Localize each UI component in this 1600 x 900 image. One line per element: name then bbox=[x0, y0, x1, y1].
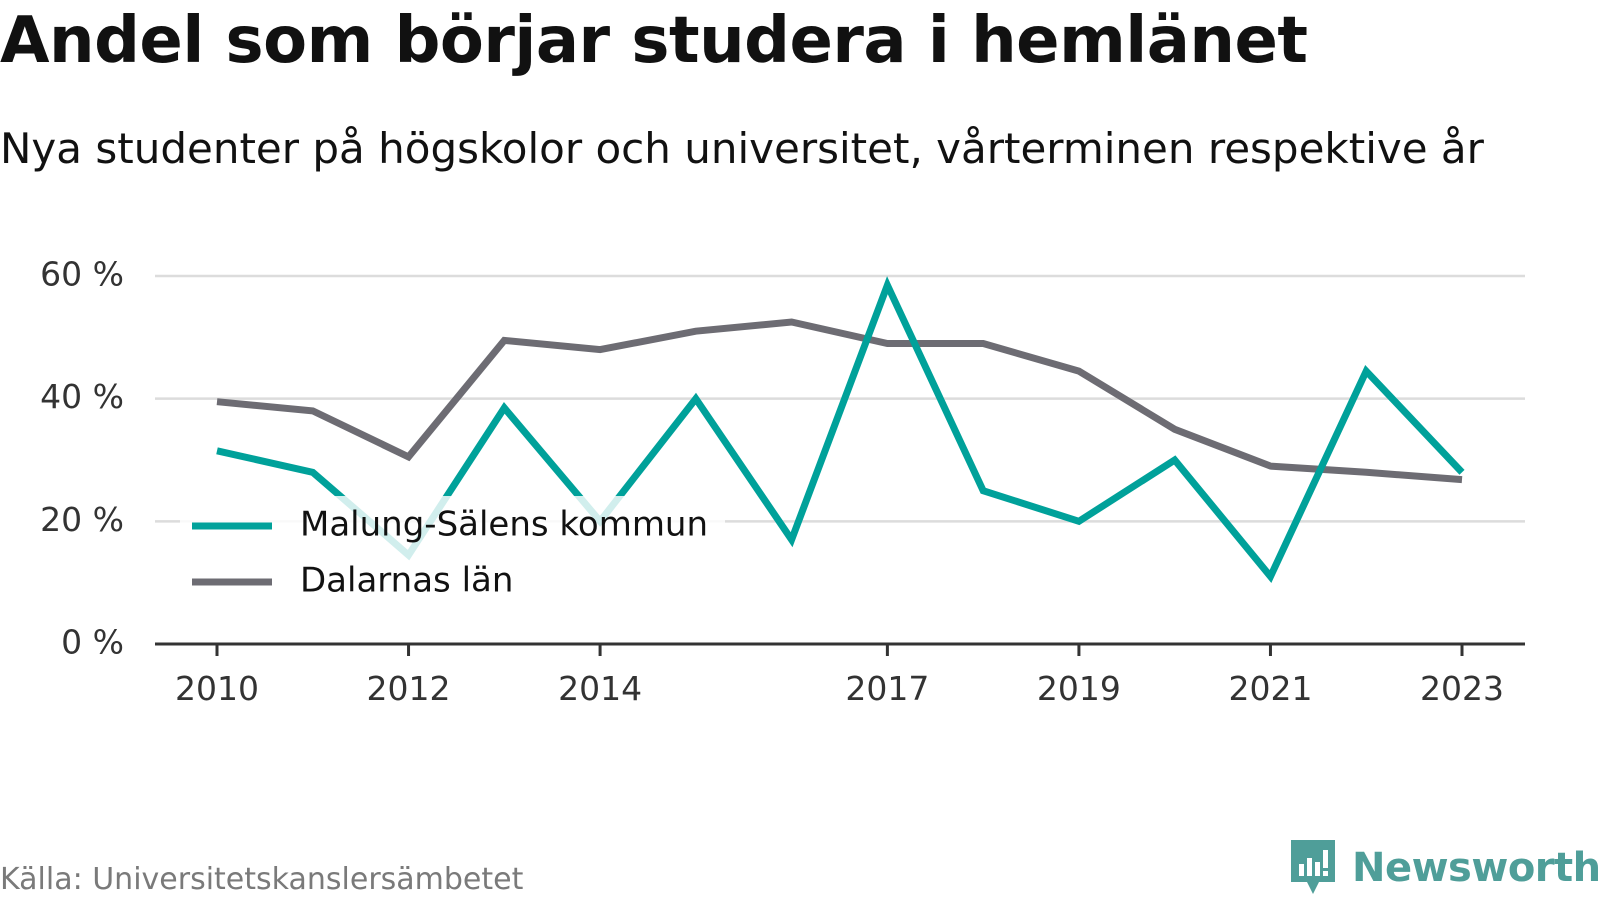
x-tick-label: 2014 bbox=[558, 669, 642, 708]
x-tick-label: 2017 bbox=[845, 669, 929, 708]
brand-name: Newsworthy bbox=[1352, 845, 1600, 891]
newsworthy-logo-icon bbox=[1291, 840, 1335, 894]
source-note: Källa: Universitetskanslersämbetet bbox=[0, 862, 524, 897]
x-tick-label: 2010 bbox=[175, 669, 259, 708]
brand-logo: Newsworthy bbox=[1288, 838, 1600, 898]
y-tick-label: 0 % bbox=[61, 623, 124, 662]
legend-background bbox=[180, 496, 725, 618]
x-tick-label: 2012 bbox=[367, 669, 451, 708]
x-tick-label: 2023 bbox=[1420, 669, 1504, 708]
series-line-1 bbox=[216, 318, 1463, 484]
gridlines bbox=[155, 274, 1525, 523]
y-axis-ticks: 0 % 20 % 40 % 60 % bbox=[40, 255, 124, 662]
y-tick-label: 20 % bbox=[40, 500, 124, 539]
x-axis: 2010 2012 2014 2017 2019 2021 2023 bbox=[155, 642, 1525, 708]
legend: Malung-Sälens kommun Dalarnas län bbox=[180, 496, 725, 618]
chart-title: Andel som börjar studera i hemlänet bbox=[0, 4, 1308, 78]
legend-label: Dalarnas län bbox=[300, 561, 513, 601]
y-tick-label: 60 % bbox=[40, 255, 124, 294]
chart-subtitle: Nya studenter på högskolor och universit… bbox=[0, 124, 1484, 173]
x-tick-label: 2019 bbox=[1037, 669, 1121, 708]
x-tick-label: 2021 bbox=[1228, 669, 1312, 708]
legend-label: Malung-Sälens kommun bbox=[300, 505, 708, 545]
y-tick-label: 40 % bbox=[40, 377, 124, 416]
